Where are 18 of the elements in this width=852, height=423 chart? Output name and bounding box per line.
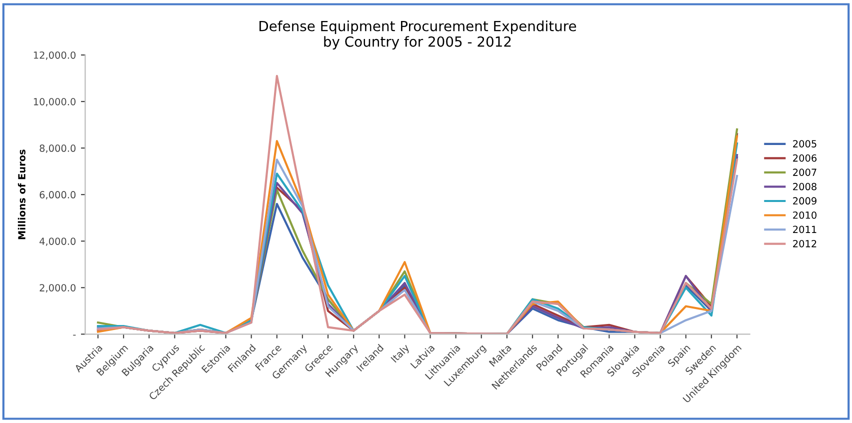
y-tick-label: 12,000.0 bbox=[34, 51, 76, 60]
legend-label: 2009 bbox=[793, 197, 816, 205]
y-tick-label: 2,000.0 bbox=[40, 284, 76, 292]
legend-label: 2010 bbox=[793, 211, 816, 219]
y-tick-label: - bbox=[73, 334, 76, 336]
legend-label: 2006 bbox=[793, 154, 817, 162]
y-tick-label: 10,000.0 bbox=[34, 98, 76, 106]
y-tick-label: 4,000.0 bbox=[40, 238, 76, 246]
y-tick-label: 8,000.0 bbox=[40, 144, 76, 153]
legend-label: 2005 bbox=[793, 140, 816, 148]
chart-title: Defense Equipment Procurement Expenditure by Country for 2005 - 2012 bbox=[260, 20, 576, 50]
line-series bbox=[96, 74, 738, 334]
y-axis-title: Millions of Euros bbox=[18, 150, 26, 240]
legend-label: 2011 bbox=[793, 226, 816, 234]
legend-label: 2007 bbox=[793, 168, 816, 176]
y-tick-label: 6,000.0 bbox=[40, 191, 76, 200]
legend-label: 2012 bbox=[793, 240, 816, 248]
legend-label: 2008 bbox=[793, 182, 816, 190]
